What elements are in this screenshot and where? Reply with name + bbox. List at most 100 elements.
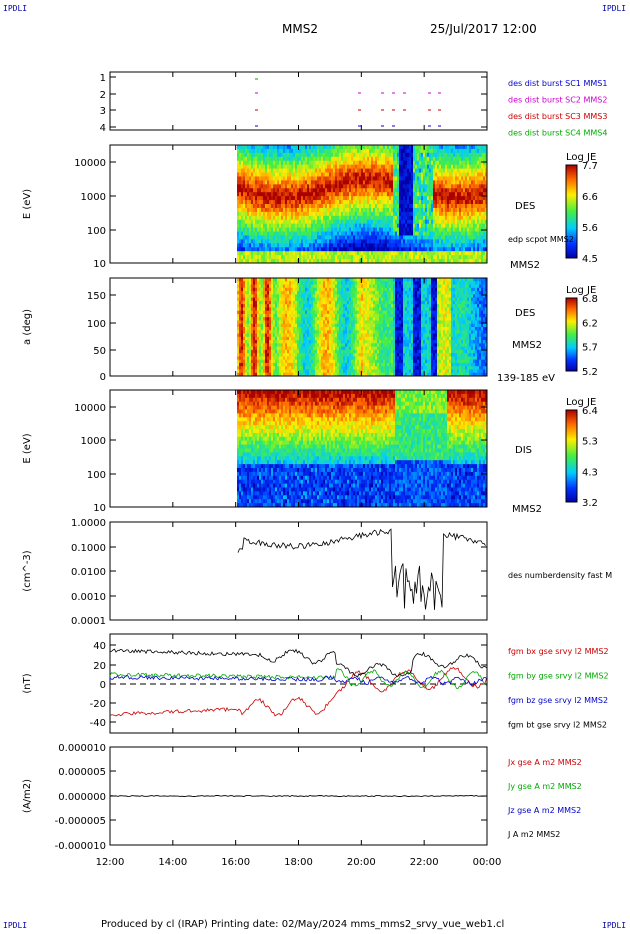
colorbar-tick-label: 5.3	[582, 437, 598, 448]
y-axis-label: a (deg)	[22, 309, 33, 345]
y-tick-label: 0	[100, 680, 106, 691]
burst-legend-1: des dist burst SC1 MMS1	[508, 79, 607, 88]
x-tick-label: 16:00	[221, 857, 250, 868]
y-tick-label: 0.000005	[58, 767, 106, 778]
colorbar-tick-label: 3.2	[582, 498, 598, 509]
y-tick-label: 4	[100, 123, 106, 134]
density-legend: des numberdensity fast M	[508, 571, 612, 580]
fgm-line-3	[109, 648, 487, 678]
y-tick-label: 10	[93, 503, 106, 514]
panel-right-label: DIS	[515, 445, 532, 456]
colorbar-tick-label: 6.4	[582, 406, 598, 417]
spectrogram-des_energy	[237, 145, 488, 264]
y-tick-label: 100	[87, 319, 106, 330]
y-tick-label: -0.000005	[55, 816, 106, 827]
colorbar-tick-label: 5.7	[582, 343, 598, 354]
panel-right-label: MMS2	[510, 260, 540, 271]
y-tick-label: 1000	[81, 436, 106, 447]
fgm-line-2	[109, 675, 487, 686]
spectrogram-des_pitch	[237, 278, 488, 377]
colorbar	[565, 164, 578, 259]
panel-right-label: 139-185 eV	[497, 373, 555, 384]
y-tick-label: 1.0000	[71, 518, 106, 529]
y-tick-label: 3	[100, 106, 106, 117]
colorbar-tick-label: 5.6	[582, 223, 598, 234]
y-tick-label: -0.000010	[55, 841, 106, 852]
panel-right-label: edp scpot MMS2	[508, 235, 574, 244]
y-tick-label: 0.000000	[58, 792, 106, 803]
y-tick-label: 0.0001	[71, 616, 106, 627]
y-tick-label: 1000	[81, 192, 106, 203]
y-axis-label: (cm^-3)	[22, 550, 33, 591]
colorbar	[565, 409, 578, 503]
corner-label-bottom-right: IPDLI	[602, 921, 627, 930]
y-tick-label: 0.000010	[58, 743, 106, 754]
spectrogram-dis_energy	[237, 390, 488, 508]
y-tick-label: 0.0100	[71, 567, 106, 578]
y-tick-label: 1	[100, 73, 106, 84]
colorbar-tick-label: 6.8	[582, 294, 598, 305]
y-tick-label: 2	[100, 90, 106, 101]
panel-frame-density	[109, 521, 488, 621]
colorbar-title: Log JE	[566, 285, 596, 296]
colorbar-tick-label: 6.6	[582, 192, 598, 203]
colorbar-title: Log JE	[566, 152, 596, 163]
y-tick-label: 20	[93, 661, 106, 672]
y-axis-label: (A/m2)	[22, 779, 33, 813]
y-axis-label: (nT)	[22, 673, 33, 693]
fgm-line-1	[109, 668, 487, 690]
y-tick-label: 100	[87, 226, 106, 237]
y-tick-label: 0.1000	[71, 543, 106, 554]
colorbar-tick-label: 4.5	[582, 254, 598, 265]
y-tick-label: 10000	[74, 158, 106, 169]
colorbar-tick-label: 7.7	[582, 161, 598, 172]
burst-legend-2: des dist burst SC2 MMS2	[508, 96, 607, 105]
corner-label-bottom-left: IPDLI	[3, 921, 28, 930]
y-tick-label: 10	[93, 259, 106, 270]
y-axis-label: E (eV)	[22, 189, 33, 219]
panel-frame-burst	[109, 71, 488, 131]
burst-legend-4: des dist burst SC4 MMS4	[508, 129, 607, 138]
fgm-legend-2: fgm bz gse srvy l2 MMS2	[508, 696, 608, 705]
x-tick-label: 12:00	[96, 857, 125, 868]
x-tick-label: 22:00	[410, 857, 439, 868]
current-line	[109, 795, 487, 797]
current-legend-3: J A m2 MMS2	[507, 830, 560, 839]
y-tick-label: -40	[90, 718, 106, 729]
colorbar-tick-label: 4.3	[582, 467, 598, 478]
x-tick-label: 18:00	[284, 857, 313, 868]
colorbar	[565, 297, 578, 372]
y-tick-label: -20	[90, 699, 106, 710]
panel-right-label: MMS2	[512, 504, 542, 515]
y-tick-label: 10000	[74, 403, 106, 414]
colorbar-tick-label: 5.2	[582, 367, 598, 378]
y-tick-label: 0	[100, 372, 106, 383]
spacecraft-title: MMS2	[282, 22, 318, 36]
y-tick-label: 100	[87, 470, 106, 481]
current-legend-0: Jx gse A m2 MMS2	[507, 758, 582, 767]
current-legend-2: Jz gse A m2 MMS2	[507, 806, 581, 815]
fgm-legend-0: fgm bx gse srvy l2 MMS2	[508, 647, 609, 656]
y-tick-label: 150	[87, 291, 106, 302]
panel-right-label: DES	[515, 201, 535, 212]
panel-right-label: DES	[515, 308, 535, 319]
panel-right-label: MMS2	[512, 340, 542, 351]
y-axis-label: E (eV)	[22, 433, 33, 463]
y-tick-label: 40	[93, 641, 106, 652]
density-line	[237, 528, 486, 610]
colorbar-title: Log JE	[566, 397, 596, 408]
x-tick-label: 20:00	[347, 857, 376, 868]
fgm-legend-1: fgm by gse srvy l2 MMS2	[508, 672, 609, 681]
y-tick-label: 0.0010	[71, 592, 106, 603]
fgm-line-0	[109, 666, 487, 717]
current-legend-1: Jy gse A m2 MMS2	[507, 782, 582, 791]
x-tick-label: 14:00	[158, 857, 187, 868]
x-tick-label: 00:00	[473, 857, 502, 868]
burst-legend-3: des dist burst SC3 MMS3	[508, 112, 607, 121]
corner-label-top-left: IPDLI	[3, 4, 28, 13]
footer-credit: Produced by cl (IRAP) Printing date: 02/…	[101, 919, 505, 930]
date-title: 25/Jul/2017 12:00	[430, 22, 537, 36]
fgm-legend-3: fgm bt gse srvy l2 MMS2	[508, 721, 607, 730]
y-tick-label: 50	[93, 346, 106, 357]
